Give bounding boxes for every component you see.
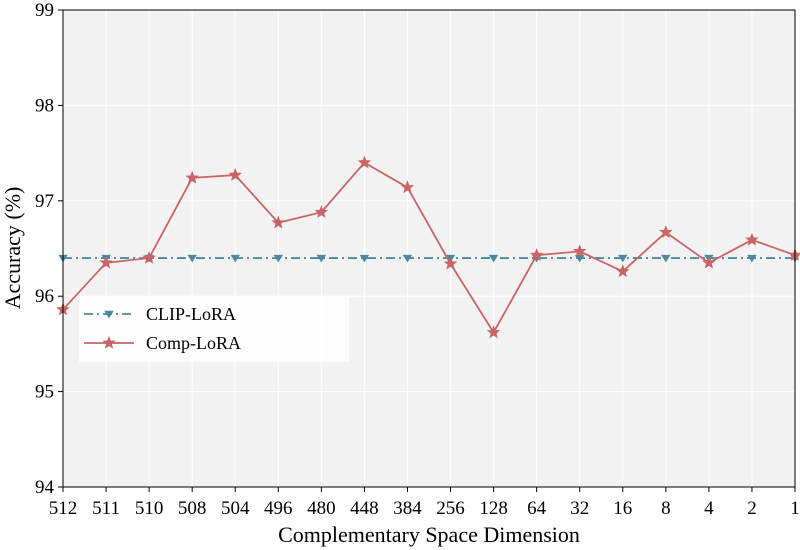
x-tick-label: 128 <box>479 498 508 519</box>
x-tick-label: 448 <box>350 498 379 519</box>
plot-frame <box>62 9 796 488</box>
data-point-comp-lora <box>616 264 630 278</box>
data-point-clip-lora <box>230 254 240 263</box>
x-tick-label: 16 <box>613 498 632 519</box>
x-tick-label: 64 <box>527 498 547 519</box>
data-point-comp-lora <box>142 250 156 264</box>
data-point-comp-lora <box>702 255 716 269</box>
x-tick-label: 256 <box>436 498 465 519</box>
data-point-comp-lora <box>271 215 286 229</box>
y-tick-label: 97 <box>35 191 54 212</box>
data-point-clip-lora <box>316 254 327 263</box>
series-line-comp-lora <box>62 161 796 335</box>
data-point-comp-lora <box>529 248 544 261</box>
legend-marker-clip-lora <box>104 310 114 319</box>
data-point-clip-lora <box>618 254 628 263</box>
legend-box <box>79 296 349 362</box>
x-tick-label: 510 <box>135 498 164 519</box>
data-point-comp-lora <box>745 232 759 246</box>
plot-background <box>63 10 795 487</box>
x-tick-label: 1 <box>790 498 800 519</box>
y-tick-label: 95 <box>35 382 54 403</box>
x-tick-label: 496 <box>264 498 293 519</box>
data-point-clip-lora <box>747 254 757 263</box>
y-tick-label: 99 <box>35 0 54 21</box>
x-tick-label: 480 <box>307 498 336 519</box>
x-tick-label: 8 <box>661 498 671 519</box>
x-axis-label: Complementary Space Dimension <box>278 522 580 547</box>
y-tick-label: 94 <box>35 477 55 498</box>
y-tick-label: 98 <box>35 95 54 116</box>
legend-label-clip-lora: CLIP-LoRA <box>146 304 236 324</box>
x-tick-label: 2 <box>747 498 757 519</box>
x-tick-label: 512 <box>49 498 78 519</box>
data-point-comp-lora <box>659 225 673 239</box>
legend: CLIP-LoRA Comp-LoRA <box>79 296 349 362</box>
x-tick-label: 32 <box>570 498 589 519</box>
x-tick-label: 508 <box>178 498 207 519</box>
x-tick-label: 4 <box>704 498 714 519</box>
data-point-clip-lora <box>488 254 499 263</box>
legend-marker-comp-lora <box>102 335 116 349</box>
data-point-comp-lora <box>486 325 501 339</box>
data-point-clip-lora <box>574 254 585 263</box>
data-point-comp-lora <box>228 167 242 181</box>
data-point-comp-lora <box>357 155 372 169</box>
legend-label-comp-lora: Comp-LoRA <box>146 333 241 353</box>
data-point-clip-lora <box>402 254 413 263</box>
x-tick-label: 384 <box>393 498 422 519</box>
data-point-clip-lora <box>661 254 671 263</box>
data-point-comp-lora <box>443 256 458 270</box>
axis-ticks: 512 511 510 508 504 496 480 448 384 256 128 64 32 16 8… <box>35 0 800 519</box>
x-tick-label: 504 <box>221 498 250 519</box>
data-point-clip-lora <box>359 254 370 263</box>
data-point-comp-lora <box>99 255 113 269</box>
x-tick-label: 511 <box>92 498 120 519</box>
series-layer <box>56 155 800 339</box>
data-point-comp-lora <box>185 170 199 184</box>
data-point-clip-lora <box>273 254 284 263</box>
y-axis-label: Accuracy (%) <box>0 187 25 310</box>
data-point-clip-lora <box>187 254 197 263</box>
data-point-comp-lora <box>314 205 329 218</box>
data-point-comp-lora <box>400 180 415 194</box>
y-tick-label: 96 <box>35 286 54 307</box>
data-point-comp-lora <box>572 244 587 258</box>
